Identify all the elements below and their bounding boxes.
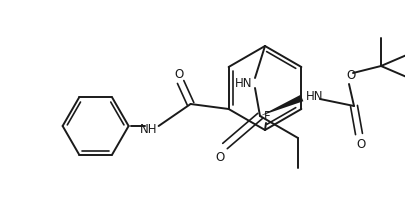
Polygon shape	[259, 95, 303, 116]
Text: HN: HN	[234, 77, 252, 90]
Text: NH: NH	[140, 123, 157, 136]
Text: HN: HN	[305, 90, 323, 103]
Text: O: O	[356, 138, 365, 151]
Text: O: O	[174, 67, 183, 80]
Text: F: F	[263, 110, 270, 123]
Text: O: O	[215, 151, 224, 164]
Text: O: O	[345, 69, 355, 82]
